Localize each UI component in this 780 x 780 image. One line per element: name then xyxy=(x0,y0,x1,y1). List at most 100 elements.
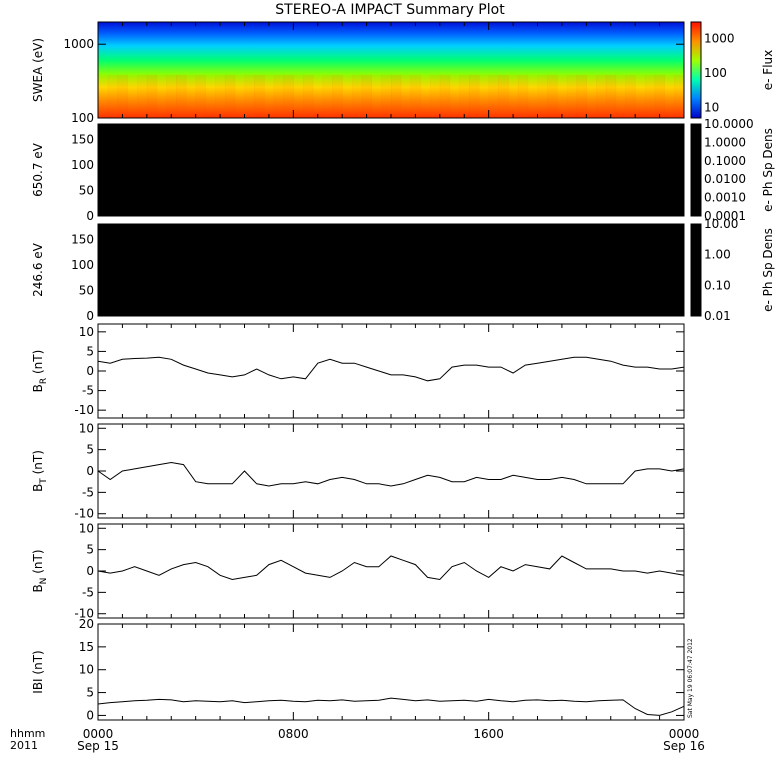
panel-frame xyxy=(97,523,685,619)
colorbar-tick-label: 0.1000 xyxy=(704,154,746,168)
panel-frame xyxy=(97,323,685,419)
colorbar-tick-label: 0.0010 xyxy=(704,191,746,205)
heatmap-area xyxy=(98,124,684,216)
y-tick-label: 150 xyxy=(71,232,94,246)
heatmap-band xyxy=(117,74,128,118)
heatmap-band xyxy=(498,74,509,118)
colorbar-label: e- Ph Sp Dens xyxy=(761,228,775,312)
y-axis-label: SWEA (eV) xyxy=(31,38,45,102)
heatmap-band xyxy=(381,74,392,118)
year-label: 2011 xyxy=(10,739,38,752)
y-tick-label: 10 xyxy=(79,325,94,339)
heatmap-band xyxy=(244,74,255,118)
y-tick-label: 5 xyxy=(86,543,94,557)
y-tick-label: 0 xyxy=(86,564,94,578)
y-tick-label: 100 xyxy=(71,258,94,272)
chart-title: STEREO-A IMPACT Summary Plot xyxy=(275,2,505,18)
heatmap-band xyxy=(566,74,578,118)
heatmap-band xyxy=(176,74,187,118)
colorbar-tick-label: 0.10 xyxy=(704,278,731,292)
y-tick-label: 5 xyxy=(86,443,94,457)
y-tick-label: -5 xyxy=(82,485,94,499)
y-tick-label: -10 xyxy=(74,607,94,621)
heatmap-band xyxy=(224,74,236,118)
panel-5: -10 -5 0 5 10 BT (nT) xyxy=(31,421,685,521)
heatmap-band xyxy=(469,74,480,118)
y-tick-label: 5 xyxy=(86,686,94,700)
heatmap-band xyxy=(488,74,499,118)
heatmap-area xyxy=(98,22,684,118)
heatmap-band xyxy=(410,74,421,118)
heatmap-band xyxy=(605,74,617,118)
heatmap-band xyxy=(332,74,343,118)
heatmap-band xyxy=(537,74,548,118)
heatmap-area xyxy=(98,224,684,316)
heatmap-band xyxy=(254,74,265,118)
heatmap-band xyxy=(449,74,460,118)
colorbar-tick-label: 0.0001 xyxy=(704,209,746,223)
panel-frame xyxy=(97,623,685,721)
heatmap-band xyxy=(400,74,412,118)
y-tick-label: 150 xyxy=(71,132,94,146)
panel-4: -10 -5 0 5 10 BR (nT) xyxy=(31,323,685,419)
heatmap-band xyxy=(107,74,119,118)
y-tick-label: 20 xyxy=(79,617,94,631)
y-axis-label: BR (nT) xyxy=(31,350,49,393)
y-tick-label: 10 xyxy=(79,421,94,435)
y-tick-label: 100 xyxy=(71,111,94,125)
heatmap-band xyxy=(273,74,285,118)
heatmap-band xyxy=(517,74,529,118)
panel-6: -10 -5 0 5 10 BN (nT) xyxy=(31,521,685,621)
colorbar-label: e- Ph Sp Dens xyxy=(761,128,775,212)
heatmap-band xyxy=(420,74,431,118)
heatmap-band xyxy=(430,74,441,118)
series-line xyxy=(97,697,685,716)
series-line xyxy=(97,461,685,487)
heatmap-band xyxy=(478,74,490,118)
y-tick-label: 15 xyxy=(79,640,94,654)
heatmap-band xyxy=(303,74,314,118)
colorbar-tick-label: 10 xyxy=(704,101,719,115)
x-date-label: Sep 15 xyxy=(77,739,119,753)
series-line xyxy=(97,356,685,382)
heatmap-band xyxy=(664,74,675,118)
heatmap-band xyxy=(644,74,656,118)
x-date-label: Sep 16 xyxy=(663,739,705,753)
heatmap-band xyxy=(322,74,333,118)
heatmap-band xyxy=(596,74,607,118)
heatmap-band xyxy=(293,74,304,118)
heatmap-band xyxy=(215,74,226,118)
heatmap-band xyxy=(234,74,245,118)
y-tick-label: 5 xyxy=(86,344,94,358)
colorbar-tick-label: 10.0000 xyxy=(704,117,754,131)
y-tick-label: 1000 xyxy=(63,37,94,51)
heatmap-band xyxy=(576,74,587,118)
colorbar xyxy=(690,123,702,217)
heatmap-band xyxy=(127,74,138,118)
heatmap-band xyxy=(205,74,216,118)
x-tick-label: 1600 xyxy=(473,727,504,741)
y-tick-label: -10 xyxy=(74,403,94,417)
heatmap-band xyxy=(635,74,646,118)
y-axis-label: 246.6 eV xyxy=(31,242,45,297)
series-line xyxy=(97,555,685,581)
x-tick-label: 0000 xyxy=(83,727,114,741)
y-tick-label: 0 xyxy=(86,209,94,223)
heatmap-band xyxy=(195,74,206,118)
heatmap-band xyxy=(185,74,197,118)
y-tick-label: 10 xyxy=(79,521,94,535)
heatmap-band xyxy=(371,74,382,118)
y-tick-label: -5 xyxy=(82,384,94,398)
colorbar xyxy=(690,223,702,317)
heatmap-band xyxy=(146,74,158,118)
y-tick-label: -5 xyxy=(82,585,94,599)
panel-1: 100 1000 SWEA (eV) 10 100 1000 e- Flux xyxy=(31,21,775,125)
y-axis-label: IBI (nT) xyxy=(31,650,45,693)
heatmap-band xyxy=(527,74,538,118)
heatmap-band xyxy=(557,74,568,118)
heatmap-band xyxy=(98,74,109,118)
heatmap-band xyxy=(264,74,275,118)
heatmap-band xyxy=(312,74,324,118)
heatmap-band xyxy=(137,74,148,118)
